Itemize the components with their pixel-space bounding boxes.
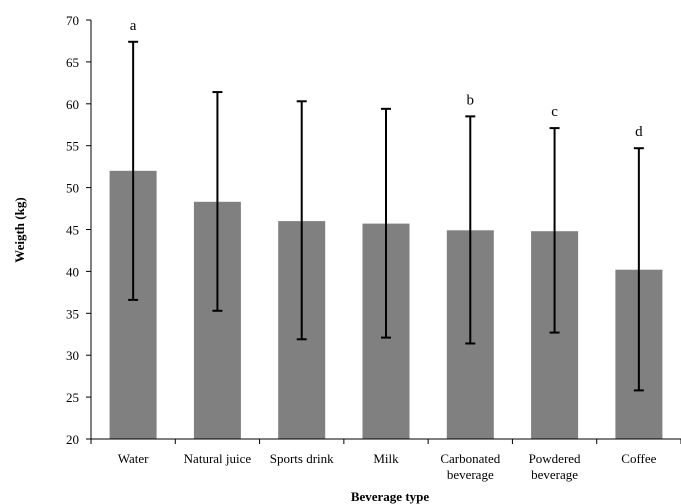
significance-label: b [467, 92, 475, 108]
y-tick-label: 65 [66, 55, 79, 70]
y-tick-label: 70 [66, 13, 79, 28]
category-label: Carbonated beverage [440, 451, 500, 482]
y-tick-label: 25 [66, 390, 79, 405]
significance-label: c [551, 104, 558, 120]
y-tick-label: 45 [66, 223, 79, 238]
error-bars-layer [128, 40, 644, 392]
error-bar [381, 107, 391, 339]
category-label: Milk [373, 451, 399, 466]
significance-label: d [635, 124, 643, 140]
error-bar [465, 115, 476, 345]
category-label: Natural juice [184, 451, 252, 466]
category-label: Sports drink [270, 451, 334, 466]
annotations-layer: a b c d [130, 18, 643, 140]
significance-label: a [130, 18, 137, 34]
error-bar [549, 127, 560, 334]
category-label: Powdered beverage [529, 451, 581, 482]
category-label: Water [118, 451, 149, 466]
category-label: Coffee [621, 451, 656, 466]
error-bar [633, 147, 644, 392]
error-bar [212, 91, 223, 312]
y-axis-title: Weigth (kg) [12, 197, 27, 262]
y-tick-label: 55 [66, 139, 79, 154]
y-tick-label: 30 [66, 348, 79, 363]
y-tick-label: 50 [66, 181, 79, 196]
y-tick-labels: 20 25 30 35 40 45 50 55 60 65 70 [66, 13, 79, 447]
error-bar [128, 40, 139, 301]
x-axis-title: Beverage type [351, 489, 430, 504]
y-tick-label: 60 [66, 97, 79, 112]
y-tick-label: 20 [66, 432, 79, 447]
x-category-labels: Water Natural juice Sports drink Milk Carbon… [118, 451, 657, 482]
y-tick-label: 35 [66, 306, 79, 321]
axes-layer [86, 19, 681, 444]
y-tick-label: 40 [66, 264, 79, 279]
error-bar [296, 100, 307, 341]
